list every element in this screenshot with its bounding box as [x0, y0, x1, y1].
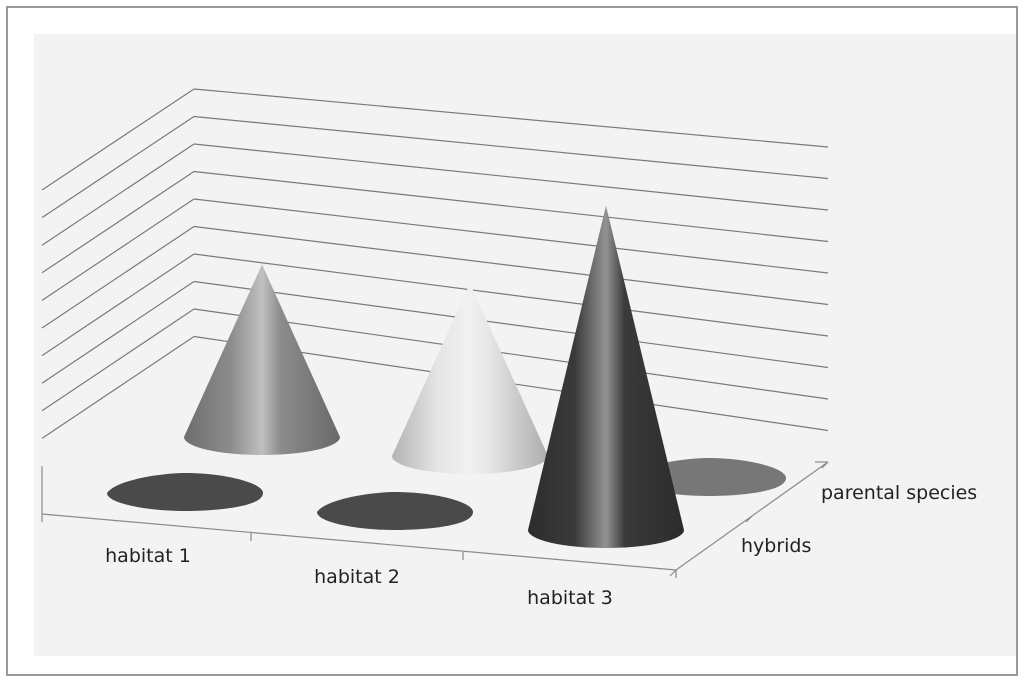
- side-gridline: [41, 171, 195, 274]
- back-wall-gridlines: [193, 88, 829, 432]
- side-gridline: [41, 226, 195, 329]
- back-gridline: [193, 253, 829, 337]
- side-gridline: [41, 198, 195, 301]
- axis-labels: habitat 1 habitat 2 habitat 3 parental spec…: [105, 482, 977, 609]
- side-gridline: [41, 88, 195, 191]
- back-gridline: [193, 88, 829, 148]
- cone-habitat-3-hybrids: [528, 205, 684, 548]
- chart-floor: [41, 461, 829, 578]
- category-label: habitat 3: [527, 587, 613, 609]
- back-gridline: [193, 143, 829, 211]
- series-tick: [669, 569, 677, 577]
- back-gridline: [193, 280, 829, 369]
- cone-habitat-1-parental-species: [184, 264, 340, 455]
- back-gridline: [193, 198, 829, 274]
- back-gridline: [193, 170, 829, 243]
- zero-value-disc: [317, 492, 473, 530]
- side-wall-gridlines: [41, 88, 195, 439]
- plot-area: [34, 34, 1016, 656]
- chart-marks: [107, 205, 786, 548]
- series-label: parental species: [821, 482, 977, 504]
- back-gridline: [193, 225, 829, 306]
- zero-value-disc: [107, 473, 263, 511]
- cone-habitat-2-parental-species: [392, 283, 548, 474]
- side-gridline: [41, 308, 195, 412]
- category-label: habitat 1: [105, 545, 191, 567]
- side-gridline: [41, 116, 195, 219]
- side-gridline: [41, 281, 195, 384]
- back-gridline: [193, 308, 829, 400]
- series-label: hybrids: [741, 535, 811, 557]
- series-tick: [821, 461, 829, 469]
- side-gridline: [41, 143, 195, 246]
- category-label: habitat 2: [314, 566, 400, 588]
- side-gridline: [41, 336, 195, 439]
- side-gridline: [41, 253, 195, 357]
- back-gridline: [193, 115, 829, 180]
- series-tick: [745, 515, 753, 523]
